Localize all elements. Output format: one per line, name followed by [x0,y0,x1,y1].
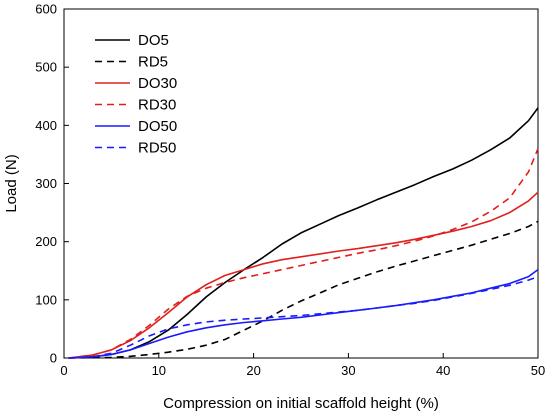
x-tick-label: 0 [60,363,67,378]
series-line-rd5 [68,220,539,359]
series-layer [68,107,539,359]
legend-label-do30: DO30 [138,75,177,92]
y-tick-label: 500 [35,60,57,75]
x-tick-label: 40 [436,363,450,378]
y-tick-label: 200 [35,234,57,249]
x-axis-title: Compression on initial scaffold height (… [163,395,439,412]
y-tick-label: 600 [35,2,57,17]
x-tick-label: 50 [531,363,545,378]
y-axis-title: Load (N) [3,154,20,212]
legend-label-rd30: RD30 [138,97,176,114]
plot-area [63,8,539,359]
legend-label-rd50: RD50 [138,140,176,157]
x-tick-label: 10 [152,363,166,378]
legend-label-rd5: RD5 [138,54,168,71]
legend-label-do5: DO5 [138,32,169,49]
series-line-do50 [68,268,539,359]
series-line-rd50 [68,275,539,359]
y-tick-label: 100 [35,292,57,307]
series-line-rd30 [68,148,539,359]
legend-label-do50: DO50 [138,118,177,135]
plot-frame [63,8,539,359]
legend: DO5 RD5 DO30 RD30 DO50 RD50 [95,32,177,157]
y-tick-label: 300 [35,176,57,191]
x-tick-label: 20 [246,363,260,378]
series-line-do30 [68,191,539,359]
x-tick-label: 30 [341,363,355,378]
y-tick-label: 400 [35,118,57,133]
series-line-do5 [68,107,539,359]
y-tick-label: 0 [50,351,57,366]
